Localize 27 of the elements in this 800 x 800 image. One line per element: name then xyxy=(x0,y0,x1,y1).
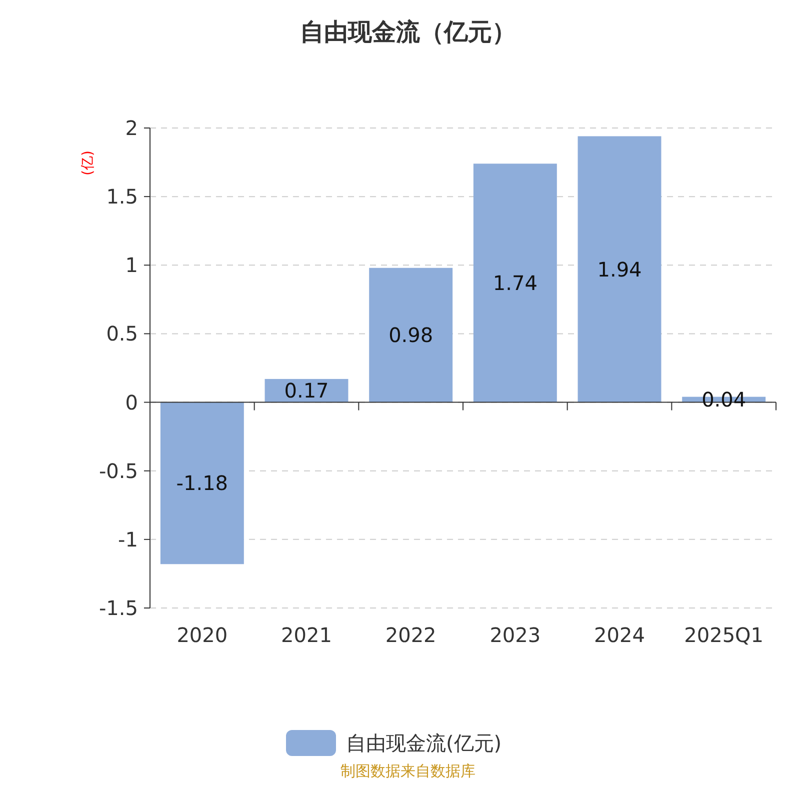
y-tick-label: 2 xyxy=(125,116,138,140)
x-tick-label: 2025Q1 xyxy=(684,623,764,647)
bar xyxy=(578,136,662,402)
x-tick-label: 2024 xyxy=(594,623,645,647)
bar xyxy=(160,402,244,564)
y-tick-label: 1.5 xyxy=(106,184,138,209)
legend-label: 自由现金流(亿元) xyxy=(346,731,502,755)
y-tick-label: 0.5 xyxy=(106,322,138,346)
y-tick-label: 0 xyxy=(125,390,138,414)
bar xyxy=(369,268,453,402)
x-tick-label: 2023 xyxy=(490,623,541,647)
y-tick-label: -0.5 xyxy=(98,458,138,483)
chart-title: 自由现金流（亿元） xyxy=(300,18,516,46)
bar xyxy=(473,164,557,402)
x-tick-label: 2021 xyxy=(281,623,332,647)
y-tick-label: -1 xyxy=(118,527,138,552)
data-label: 1.74 xyxy=(492,270,538,295)
y-tick-label: 1 xyxy=(125,253,138,278)
x-tick-label: 2020 xyxy=(176,623,228,647)
text: 制图数据来自数据库 xyxy=(340,762,476,780)
data-label: 0.17 xyxy=(284,378,329,403)
data-label: -1.18 xyxy=(176,471,228,496)
y-axis-title: (亿) xyxy=(80,150,96,176)
y-tick-label: -1.5 xyxy=(98,596,138,620)
data-label: 0.98 xyxy=(388,323,434,348)
x-tick-label: 2022 xyxy=(385,623,436,647)
data-label: 1.94 xyxy=(597,257,642,282)
